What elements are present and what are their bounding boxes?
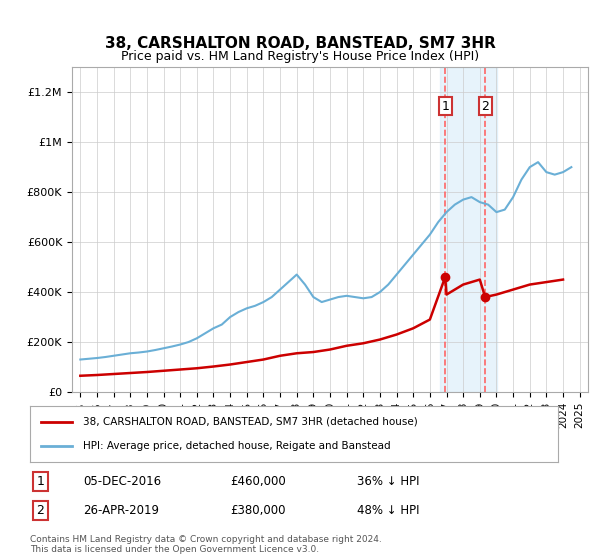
Text: Contains HM Land Registry data © Crown copyright and database right 2024.
This d: Contains HM Land Registry data © Crown c…	[30, 535, 382, 554]
Text: 38, CARSHALTON ROAD, BANSTEAD, SM7 3HR: 38, CARSHALTON ROAD, BANSTEAD, SM7 3HR	[104, 36, 496, 52]
Text: Price paid vs. HM Land Registry's House Price Index (HPI): Price paid vs. HM Land Registry's House …	[121, 50, 479, 63]
Bar	[440, 67, 497, 392]
Text: 26-APR-2019: 26-APR-2019	[83, 504, 159, 517]
Text: 1: 1	[37, 475, 44, 488]
Text: 1: 1	[441, 100, 449, 113]
Text: 36% ↓ HPI: 36% ↓ HPI	[358, 475, 420, 488]
Text: 2: 2	[37, 504, 44, 517]
Text: £460,000: £460,000	[230, 475, 286, 488]
Text: 05-DEC-2016: 05-DEC-2016	[83, 475, 161, 488]
Text: £380,000: £380,000	[230, 504, 286, 517]
Text: 38, CARSHALTON ROAD, BANSTEAD, SM7 3HR (detached house): 38, CARSHALTON ROAD, BANSTEAD, SM7 3HR (…	[83, 417, 418, 427]
Text: 2: 2	[481, 100, 489, 113]
Text: 48% ↓ HPI: 48% ↓ HPI	[358, 504, 420, 517]
Text: HPI: Average price, detached house, Reigate and Banstead: HPI: Average price, detached house, Reig…	[83, 441, 391, 451]
